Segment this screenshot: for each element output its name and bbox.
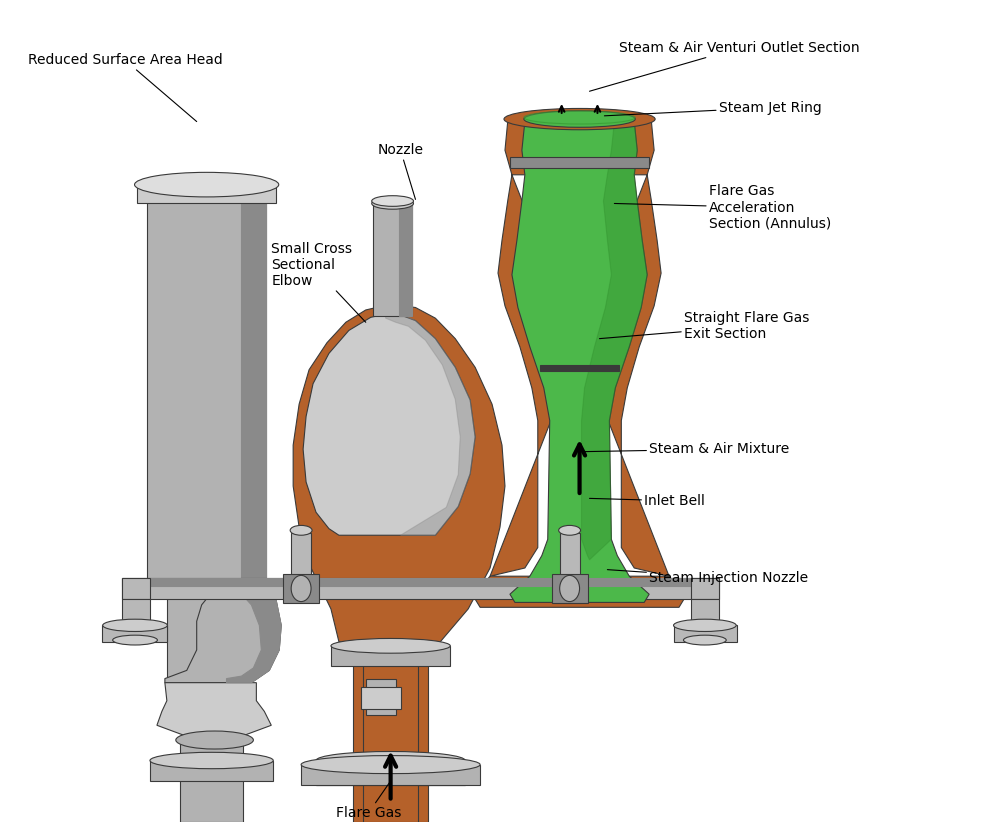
Polygon shape — [291, 533, 311, 578]
Text: Steam & Air Venturi Outlet Section: Steam & Air Venturi Outlet Section — [590, 40, 860, 91]
Polygon shape — [691, 578, 719, 599]
Polygon shape — [540, 365, 619, 372]
Ellipse shape — [559, 525, 581, 535]
Polygon shape — [157, 682, 271, 740]
Polygon shape — [510, 121, 649, 602]
Polygon shape — [122, 578, 719, 586]
Polygon shape — [366, 679, 396, 715]
Polygon shape — [560, 533, 580, 578]
Polygon shape — [303, 312, 475, 535]
Polygon shape — [122, 578, 719, 599]
Polygon shape — [293, 304, 505, 642]
Ellipse shape — [331, 638, 450, 653]
Polygon shape — [227, 584, 281, 682]
Polygon shape — [165, 584, 281, 682]
Text: Nozzle: Nozzle — [378, 143, 424, 199]
Ellipse shape — [316, 752, 465, 770]
Text: Steam & Air Mixture: Steam & Air Mixture — [582, 442, 789, 456]
Ellipse shape — [301, 756, 480, 774]
Polygon shape — [102, 625, 167, 642]
Polygon shape — [674, 625, 737, 642]
Polygon shape — [122, 578, 150, 599]
Polygon shape — [180, 740, 243, 822]
Polygon shape — [399, 203, 412, 316]
Ellipse shape — [504, 108, 655, 130]
Polygon shape — [386, 314, 475, 535]
Text: Inlet Bell: Inlet Bell — [590, 494, 705, 508]
Ellipse shape — [372, 196, 413, 206]
Polygon shape — [373, 203, 412, 316]
Ellipse shape — [372, 197, 413, 209]
Polygon shape — [475, 119, 684, 607]
Ellipse shape — [290, 525, 312, 535]
Ellipse shape — [135, 173, 279, 197]
Ellipse shape — [150, 752, 273, 769]
Ellipse shape — [176, 731, 253, 749]
Polygon shape — [361, 686, 401, 709]
Polygon shape — [316, 777, 465, 785]
Polygon shape — [331, 646, 450, 667]
Polygon shape — [283, 574, 319, 603]
Polygon shape — [316, 761, 465, 785]
Text: Reduced Surface Area Head: Reduced Surface Area Head — [28, 53, 222, 121]
Polygon shape — [510, 157, 649, 169]
Polygon shape — [301, 765, 480, 785]
Ellipse shape — [674, 620, 736, 632]
Ellipse shape — [113, 635, 157, 645]
Polygon shape — [552, 574, 588, 603]
Polygon shape — [147, 199, 266, 584]
Polygon shape — [137, 185, 276, 203]
Polygon shape — [241, 199, 266, 584]
Text: Straight Flare Gas
Exit Section: Straight Flare Gas Exit Section — [599, 311, 809, 341]
Polygon shape — [167, 584, 246, 682]
Polygon shape — [122, 599, 150, 642]
Ellipse shape — [524, 111, 635, 124]
Polygon shape — [353, 642, 428, 822]
Ellipse shape — [683, 635, 726, 645]
Polygon shape — [582, 121, 647, 560]
Text: Steam Jet Ring: Steam Jet Ring — [604, 101, 822, 116]
Polygon shape — [150, 761, 273, 781]
Ellipse shape — [524, 111, 635, 127]
Text: Steam Injection Nozzle: Steam Injection Nozzle — [607, 570, 808, 585]
Ellipse shape — [103, 620, 167, 632]
Ellipse shape — [291, 576, 311, 601]
Text: Small Cross
Sectional
Elbow: Small Cross Sectional Elbow — [271, 242, 366, 322]
Polygon shape — [691, 599, 719, 642]
Polygon shape — [363, 650, 418, 822]
Text: Flare Gas: Flare Gas — [336, 781, 401, 819]
Text: Flare Gas
Acceleration
Section (Annulus): Flare Gas Acceleration Section (Annulus) — [614, 184, 831, 230]
Ellipse shape — [560, 576, 580, 601]
